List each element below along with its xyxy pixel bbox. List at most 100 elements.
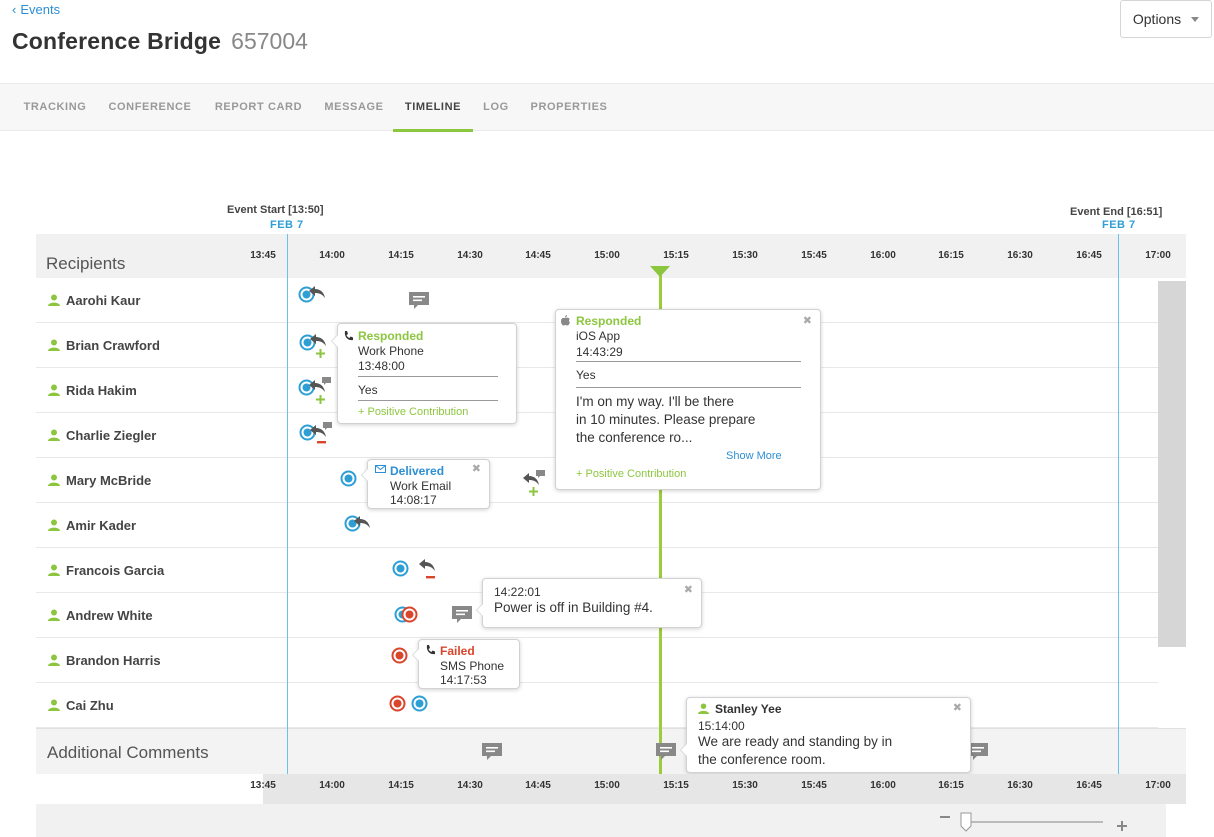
reply-icon[interactable] bbox=[309, 424, 327, 438]
reply-icon[interactable] bbox=[353, 515, 371, 529]
recipient-row[interactable]: Cai Zhu bbox=[36, 683, 1158, 728]
user-icon bbox=[698, 703, 709, 714]
tick-label: 16:30 bbox=[1007, 250, 1033, 261]
popup-contribution: + Positive Contribution bbox=[576, 468, 687, 480]
tick-label: 16:15 bbox=[938, 250, 964, 261]
notification-failed-icon[interactable] bbox=[391, 647, 408, 664]
notification-failed-icon[interactable] bbox=[401, 606, 418, 623]
popup-divider bbox=[358, 376, 498, 377]
tab-tracking[interactable]: TRACKING bbox=[23, 101, 87, 113]
bottom-time-axis[interactable]: 13:45 14:00 14:15 14:30 14:45 15:00 15:1… bbox=[250, 774, 1186, 804]
recipient-name: Amir Kader bbox=[66, 518, 137, 533]
tick-label: 15:45 bbox=[801, 250, 827, 261]
popup-message: We are ready and standing by in bbox=[698, 734, 893, 749]
popup-time: 15:14:00 bbox=[698, 719, 745, 733]
tick-label: 16:00 bbox=[870, 250, 896, 261]
zoom-out-icon[interactable] bbox=[940, 816, 950, 818]
popup-message: in 10 minutes. Please prepare bbox=[576, 412, 756, 427]
plus-icon bbox=[316, 349, 325, 358]
notification-sent-icon[interactable] bbox=[299, 424, 316, 441]
recipient-name: Rida Hakim bbox=[66, 383, 137, 398]
popup-pointer bbox=[680, 743, 687, 757]
close-icon[interactable]: ✖ bbox=[952, 702, 962, 714]
page-title: Conference Bridge bbox=[12, 28, 222, 54]
back-to-events-link[interactable]: ‹ Events bbox=[12, 2, 60, 17]
tick-label: 15:30 bbox=[732, 250, 758, 261]
tick-label: 14:45 bbox=[525, 250, 551, 261]
popup-message: the conference ro... bbox=[576, 430, 693, 445]
event-start-line bbox=[287, 234, 288, 774]
tab-message[interactable]: MESSAGE bbox=[324, 101, 384, 113]
popup-time: 13:48:00 bbox=[358, 359, 405, 373]
zoom-slider-track[interactable] bbox=[966, 821, 1103, 823]
options-label: Options bbox=[1132, 11, 1182, 27]
notification-sent-icon[interactable] bbox=[340, 470, 357, 487]
comment-popup: Stanley Yee ✖ 15:14:00 We are ready and … bbox=[680, 697, 971, 773]
tick-label: 16:30 bbox=[1007, 780, 1033, 791]
comment-icon[interactable] bbox=[409, 292, 429, 310]
recipient-row[interactable]: Brandon Harris bbox=[36, 638, 1158, 683]
zoom-slider-handle[interactable] bbox=[960, 812, 972, 832]
tab-report-card[interactable]: REPORT CARD bbox=[214, 101, 303, 113]
comment-icon[interactable] bbox=[482, 743, 502, 761]
user-icon bbox=[48, 609, 60, 621]
timeline-scrollbar-thumb[interactable] bbox=[1158, 281, 1186, 647]
tick-label: 14:00 bbox=[319, 250, 345, 261]
plus-icon bbox=[316, 395, 325, 404]
reply-icon[interactable] bbox=[308, 285, 326, 299]
reply-icon[interactable] bbox=[522, 472, 540, 486]
event-start-label: Event Start [13:50] bbox=[227, 204, 324, 216]
additional-comments-row: Additional Comments bbox=[36, 728, 1186, 774]
popup-pointer bbox=[331, 334, 338, 348]
comment-icon[interactable] bbox=[968, 743, 988, 761]
apple-icon bbox=[561, 315, 570, 326]
recipient-row[interactable]: Amir Kader bbox=[36, 503, 1158, 548]
email-icon bbox=[375, 465, 386, 473]
delivery-popup: Delivered ✖ Work Email 14:08:17 bbox=[361, 459, 490, 509]
reply-icon[interactable] bbox=[418, 558, 436, 572]
notification-sent-icon[interactable] bbox=[392, 560, 409, 577]
tab-properties[interactable]: PROPERTIES bbox=[530, 101, 608, 113]
event-start-date: FEB 7 bbox=[270, 219, 304, 231]
popup-response: Yes bbox=[358, 383, 378, 397]
comment-icon[interactable] bbox=[452, 606, 472, 624]
tick-label: 15:00 bbox=[594, 250, 620, 261]
tab-timeline[interactable]: TIMELINE bbox=[393, 84, 473, 132]
recipient-name: Brian Crawford bbox=[66, 338, 160, 353]
current-time-marker[interactable] bbox=[650, 266, 670, 277]
user-icon bbox=[48, 474, 60, 486]
tick-label: 15:15 bbox=[663, 250, 689, 261]
popup-status: Responded bbox=[358, 329, 424, 343]
reply-icon[interactable] bbox=[308, 379, 326, 393]
comment-popup: 14:22:01 ✖ Power is off in Building #4. bbox=[476, 578, 702, 628]
zoom-in-icon[interactable] bbox=[1121, 821, 1123, 831]
tick-label: 17:00 bbox=[1145, 250, 1171, 261]
options-button[interactable]: Options bbox=[1120, 0, 1212, 38]
tick-label: 14:45 bbox=[525, 780, 551, 791]
comment-icon[interactable] bbox=[323, 422, 332, 430]
timeline-grid: Recipients 13:45 14:00 14:15 14:30 14:45… bbox=[36, 234, 1186, 774]
close-icon[interactable]: ✖ bbox=[802, 315, 812, 327]
notification-sent-icon[interactable] bbox=[411, 695, 428, 712]
current-time-line bbox=[659, 266, 662, 774]
close-icon[interactable]: ✖ bbox=[683, 584, 693, 596]
reply-icon[interactable] bbox=[309, 333, 327, 347]
tick-label: 14:00 bbox=[319, 780, 345, 791]
popup-pointer bbox=[476, 603, 483, 617]
popup-divider bbox=[576, 361, 801, 362]
recipient-row[interactable]: Andrew White bbox=[36, 593, 1158, 638]
close-icon[interactable]: ✖ bbox=[471, 463, 481, 475]
popup-time: 14:22:01 bbox=[494, 585, 541, 599]
comment-icon[interactable] bbox=[656, 743, 676, 761]
comment-icon[interactable] bbox=[322, 377, 331, 385]
popup-message: the conference room. bbox=[698, 752, 826, 767]
popup-device: iOS App bbox=[576, 329, 621, 343]
notification-failed-icon[interactable] bbox=[389, 695, 406, 712]
comment-icon[interactable] bbox=[536, 470, 545, 478]
popup-status: Responded bbox=[576, 314, 642, 328]
tick-label: 15:30 bbox=[732, 780, 758, 791]
tab-log[interactable]: LOG bbox=[483, 101, 509, 113]
tab-conference[interactable]: CONFERENCE bbox=[108, 101, 192, 113]
recipient-row[interactable]: Mary McBride bbox=[36, 458, 1158, 503]
show-more-link[interactable]: Show More bbox=[726, 450, 782, 462]
